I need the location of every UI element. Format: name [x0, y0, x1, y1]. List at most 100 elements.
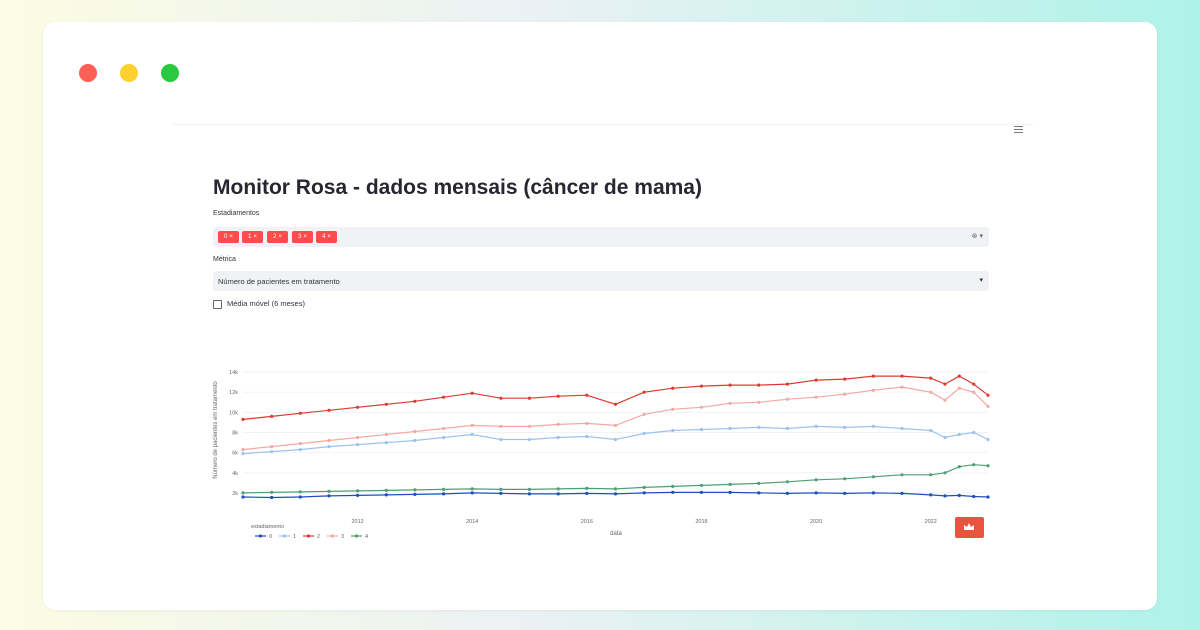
data-point-1 [929, 428, 933, 433]
chart-series [241, 374, 990, 500]
streamlit-crown-button[interactable] [955, 517, 984, 538]
data-point-4 [556, 487, 560, 491]
chevron-down-icon[interactable]: ▾ [979, 277, 983, 284]
legend-title: estadiamento [251, 524, 284, 530]
data-point-1 [413, 438, 417, 443]
data-point-2 [556, 394, 560, 398]
tag-estadiamento-2[interactable]: 2 × [267, 231, 288, 243]
data-point-1 [585, 434, 589, 439]
data-point-4 [241, 491, 245, 495]
data-point-1 [613, 437, 618, 442]
data-point-4 [442, 487, 446, 491]
data-point-0 [871, 491, 876, 495]
metrica-select[interactable]: Número de pacientes em tratamento ▾ [213, 271, 989, 291]
clear-and-dropdown-icon[interactable]: ⊗ ▾ [971, 233, 983, 240]
data-point-3 [814, 395, 818, 399]
estadiamentos-multiselect[interactable]: 0 × 1 × 2 × 3 × 4 × ⊗ ▾ [213, 227, 989, 247]
legend-marker-2 [306, 534, 311, 538]
data-point-4 [356, 489, 360, 493]
data-point-1 [943, 435, 947, 440]
maximize-dot[interactable] [161, 64, 179, 82]
data-point-2 [671, 386, 675, 390]
y-tick-label: 2k [232, 491, 238, 497]
data-point-2 [785, 382, 790, 386]
data-point-1 [384, 441, 388, 445]
data-point-4 [757, 481, 761, 485]
data-point-1 [298, 448, 302, 452]
data-point-1 [728, 426, 732, 431]
data-point-3 [843, 392, 847, 396]
close-dot[interactable] [79, 64, 97, 82]
data-point-4 [499, 487, 503, 491]
data-point-0 [986, 495, 990, 499]
data-point-4 [270, 490, 274, 494]
streamlit-app: Monitor Rosa - dados mensais (câncer de … [173, 120, 1033, 560]
data-point-2 [843, 377, 847, 381]
data-point-0 [585, 491, 589, 495]
legend-label-3[interactable]: 3 [341, 534, 344, 540]
x-axis-title: data [610, 531, 622, 537]
tag-estadiamento-4[interactable]: 4 × [316, 231, 337, 243]
data-point-4 [814, 478, 818, 482]
legend-label-0[interactable]: 0 [269, 534, 272, 540]
y-tick-label: 8k [232, 430, 238, 436]
data-point-3 [957, 386, 961, 390]
series-line-2 [242, 375, 989, 420]
data-point-4 [470, 487, 474, 491]
data-point-3 [929, 390, 933, 394]
data-point-3 [527, 424, 532, 428]
data-point-0 [900, 491, 904, 495]
data-point-2 [900, 374, 904, 378]
data-point-0 [699, 490, 704, 494]
data-point-4 [871, 475, 876, 479]
data-point-3 [757, 400, 761, 404]
data-point-0 [929, 493, 933, 497]
tag-estadiamento-0[interactable]: 0 × [218, 231, 239, 243]
data-point-0 [757, 491, 761, 495]
legend-label-1[interactable]: 1 [293, 534, 296, 540]
data-point-3 [470, 423, 474, 427]
data-point-4 [900, 473, 904, 477]
data-point-3 [699, 405, 704, 409]
data-point-0 [327, 494, 331, 498]
data-point-1 [871, 424, 876, 428]
media-movel-checkbox[interactable] [213, 300, 222, 309]
data-point-4 [413, 488, 417, 492]
data-point-0 [785, 491, 790, 495]
data-point-4 [527, 487, 532, 491]
data-point-3 [585, 421, 589, 425]
data-point-0 [527, 492, 532, 496]
data-point-1 [556, 435, 560, 440]
data-point-2 [298, 411, 302, 415]
data-point-4 [642, 485, 646, 489]
data-point-3 [356, 435, 360, 440]
data-point-1 [785, 426, 790, 431]
data-point-1 [356, 443, 360, 447]
tag-estadiamento-1[interactable]: 1 × [242, 231, 263, 243]
x-tick-label: 2014 [466, 519, 478, 525]
data-point-3 [986, 404, 990, 408]
data-point-3 [241, 448, 245, 452]
data-point-2 [728, 383, 732, 387]
data-point-1 [986, 437, 990, 442]
data-point-3 [785, 397, 790, 401]
x-tick-label: 2020 [810, 519, 822, 525]
hamburger-menu-icon[interactable] [1014, 126, 1023, 133]
data-point-3 [613, 423, 618, 427]
legend-label-2[interactable]: 2 [317, 534, 320, 540]
chart-legend: estadiamento 0 1 2 3 4 [251, 524, 368, 540]
data-point-3 [327, 438, 331, 443]
data-point-2 [972, 382, 976, 386]
data-point-3 [442, 426, 446, 431]
data-point-0 [671, 490, 675, 494]
minimize-dot[interactable] [120, 64, 138, 82]
data-point-4 [785, 480, 790, 484]
data-point-3 [900, 385, 904, 389]
data-point-1 [957, 432, 961, 437]
data-point-3 [384, 432, 388, 437]
data-point-1 [699, 427, 704, 432]
data-point-2 [356, 405, 360, 409]
legend-label-4[interactable]: 4 [365, 534, 368, 540]
tag-estadiamento-3[interactable]: 3 × [292, 231, 313, 243]
x-axis-ticks: 2012 2014 2016 2018 2020 2022 [351, 519, 936, 525]
